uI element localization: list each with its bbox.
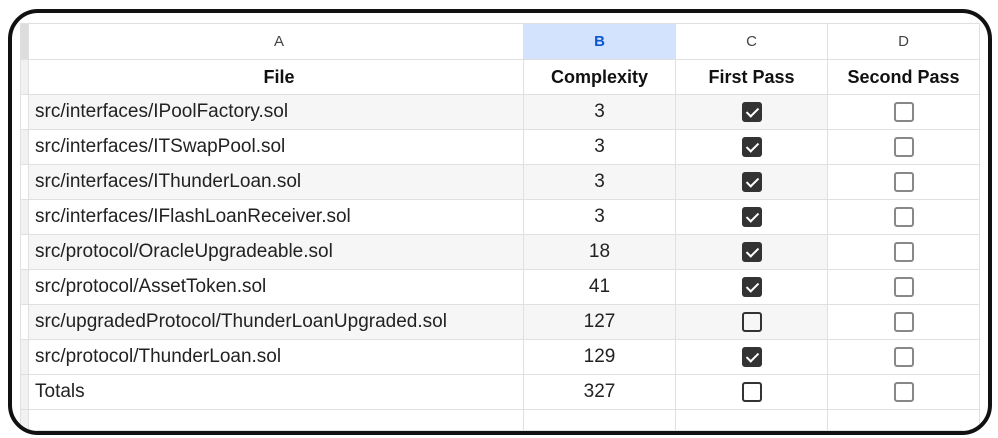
complexity-cell[interactable]: 3 (523, 94, 676, 130)
first-pass-cell[interactable] (675, 304, 828, 340)
complexity-cell[interactable]: 327 (523, 374, 676, 410)
file-cell[interactable]: src/interfaces/IPoolFactory.sol (28, 94, 524, 130)
file-cell[interactable]: Totals (28, 374, 524, 410)
second-pass-checkbox[interactable] (893, 101, 914, 122)
table-row: src/protocol/ThunderLoan.sol 129 (20, 339, 980, 375)
row-header[interactable] (20, 304, 29, 340)
row-header[interactable] (20, 59, 29, 95)
first-pass-checkbox[interactable] (741, 206, 762, 227)
first-pass-cell[interactable] (675, 129, 828, 165)
complexity-cell[interactable]: 41 (523, 269, 676, 305)
table-row: src/interfaces/IFlashLoanReceiver.sol 3 (20, 199, 980, 235)
column-header-row: A B C D (20, 23, 980, 60)
first-pass-checkbox[interactable] (741, 311, 762, 332)
second-pass-cell[interactable] (827, 199, 980, 235)
first-pass-cell[interactable] (675, 234, 828, 270)
header-file[interactable]: File (28, 59, 524, 95)
second-pass-cell[interactable] (827, 129, 980, 165)
first-pass-cell[interactable] (675, 199, 828, 235)
second-pass-checkbox[interactable] (893, 136, 914, 157)
first-pass-cell[interactable] (675, 269, 828, 305)
row-header[interactable] (20, 164, 29, 200)
empty-cell[interactable] (827, 409, 980, 431)
complexity-cell[interactable]: 129 (523, 339, 676, 375)
empty-row (20, 409, 980, 431)
second-pass-checkbox[interactable] (893, 311, 914, 332)
empty-cell[interactable] (675, 409, 828, 431)
file-cell[interactable]: src/interfaces/IFlashLoanReceiver.sol (28, 199, 524, 235)
header-row: File Complexity First Pass Second Pass (20, 59, 980, 95)
second-pass-checkbox[interactable] (893, 241, 914, 262)
first-pass-checkbox[interactable] (741, 136, 762, 157)
first-pass-checkbox[interactable] (741, 171, 762, 192)
complexity-cell[interactable]: 3 (523, 164, 676, 200)
file-cell[interactable]: src/protocol/ThunderLoan.sol (28, 339, 524, 375)
complexity-cell[interactable]: 3 (523, 129, 676, 165)
first-pass-checkbox[interactable] (741, 276, 762, 297)
spreadsheet-frame: A B C D File Complexity First Pass Secon… (8, 9, 992, 435)
first-pass-checkbox[interactable] (741, 241, 762, 262)
second-pass-cell[interactable] (827, 94, 980, 130)
column-header-b[interactable]: B (523, 23, 676, 60)
file-cell[interactable]: src/protocol/OracleUpgradeable.sol (28, 234, 524, 270)
file-cell[interactable]: src/interfaces/ITSwapPool.sol (28, 129, 524, 165)
empty-cell[interactable] (523, 409, 676, 431)
row-header[interactable] (20, 269, 29, 305)
table-row: src/interfaces/IPoolFactory.sol 3 (20, 94, 980, 130)
second-pass-cell[interactable] (827, 234, 980, 270)
first-pass-cell[interactable] (675, 374, 828, 410)
row-header[interactable] (20, 199, 29, 235)
table-row: src/protocol/OracleUpgradeable.sol 18 (20, 234, 980, 270)
spreadsheet-grid: A B C D File Complexity First Pass Secon… (20, 23, 980, 431)
second-pass-cell[interactable] (827, 374, 980, 410)
first-pass-checkbox[interactable] (741, 381, 762, 402)
second-pass-cell[interactable] (827, 339, 980, 375)
second-pass-checkbox[interactable] (893, 346, 914, 367)
file-cell[interactable]: src/upgradedProtocol/ThunderLoanUpgraded… (28, 304, 524, 340)
second-pass-cell[interactable] (827, 269, 980, 305)
table-row: src/interfaces/ITSwapPool.sol 3 (20, 129, 980, 165)
file-cell[interactable]: src/interfaces/IThunderLoan.sol (28, 164, 524, 200)
row-header[interactable] (20, 374, 29, 410)
second-pass-cell[interactable] (827, 164, 980, 200)
row-header[interactable] (20, 94, 29, 130)
header-complexity[interactable]: Complexity (523, 59, 676, 95)
row-header[interactable] (20, 234, 29, 270)
second-pass-checkbox[interactable] (893, 171, 914, 192)
complexity-cell[interactable]: 18 (523, 234, 676, 270)
header-first-pass[interactable]: First Pass (675, 59, 828, 95)
column-header-d[interactable]: D (827, 23, 980, 60)
first-pass-checkbox[interactable] (741, 101, 762, 122)
second-pass-checkbox[interactable] (893, 206, 914, 227)
header-second-pass[interactable]: Second Pass (827, 59, 980, 95)
column-header-c[interactable]: C (675, 23, 828, 60)
select-all-corner[interactable] (20, 23, 29, 60)
table-row: Totals 327 (20, 374, 980, 410)
first-pass-cell[interactable] (675, 339, 828, 375)
complexity-cell[interactable]: 3 (523, 199, 676, 235)
table-row: src/upgradedProtocol/ThunderLoanUpgraded… (20, 304, 980, 340)
table-row: src/interfaces/IThunderLoan.sol 3 (20, 164, 980, 200)
second-pass-checkbox[interactable] (893, 381, 914, 402)
complexity-cell[interactable]: 127 (523, 304, 676, 340)
first-pass-cell[interactable] (675, 164, 828, 200)
file-cell[interactable]: src/protocol/AssetToken.sol (28, 269, 524, 305)
row-header[interactable] (20, 339, 29, 375)
first-pass-checkbox[interactable] (741, 346, 762, 367)
first-pass-cell[interactable] (675, 94, 828, 130)
second-pass-cell[interactable] (827, 304, 980, 340)
empty-cell[interactable] (28, 409, 524, 431)
second-pass-checkbox[interactable] (893, 276, 914, 297)
row-header[interactable] (20, 409, 29, 431)
column-header-a[interactable]: A (28, 23, 524, 60)
row-header[interactable] (20, 129, 29, 165)
table-row: src/protocol/AssetToken.sol 41 (20, 269, 980, 305)
